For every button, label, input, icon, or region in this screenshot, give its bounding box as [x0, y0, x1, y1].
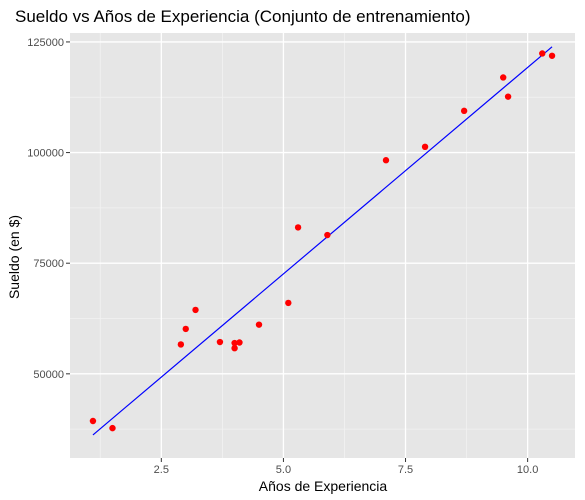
data-point [548, 52, 556, 59]
data-point [231, 344, 238, 352]
x-tick-label: 2.5 [154, 464, 169, 476]
data-point [255, 321, 263, 328]
data-point [382, 157, 390, 164]
y-tick-label: 50000 [33, 369, 64, 381]
y-axis-title: Sueldo (en $) [6, 215, 22, 299]
fit-layer [92, 46, 553, 436]
x-axis-ticks: 2.5 5.0 7.5 10.0 [154, 458, 538, 476]
x-tick-label: 10.0 [517, 464, 538, 476]
y-tick-label: 125000 [27, 37, 64, 49]
data-point [177, 341, 185, 348]
data-point [460, 107, 468, 115]
x-axis-title: Años de Experiencia [259, 478, 388, 494]
data-point [216, 338, 224, 346]
grid-major [70, 33, 575, 458]
data-point [539, 50, 546, 57]
x-tick-label: 5.0 [276, 464, 291, 476]
data-point [285, 299, 292, 307]
y-tick-label: 75000 [33, 258, 64, 270]
points-layer [89, 50, 556, 432]
y-tick-label: 100000 [27, 148, 64, 160]
regression-line [92, 46, 553, 436]
data-point [192, 306, 199, 314]
data-point [231, 339, 238, 347]
data-point [236, 339, 243, 346]
plot-panel [70, 33, 575, 458]
x-tick-label: 7.5 [398, 464, 413, 476]
data-point [504, 93, 512, 100]
y-axis-ticks: 50000 75000 100000 125000 [27, 37, 70, 381]
grid-minor [70, 33, 575, 458]
data-point [109, 424, 116, 432]
data-point [89, 417, 97, 425]
data-point [421, 143, 429, 151]
data-point [324, 231, 331, 239]
data-point [294, 224, 302, 231]
data-point [500, 74, 507, 81]
chart-title: Sueldo vs Años de Experiencia (Conjunto … [15, 7, 471, 26]
data-point [182, 325, 189, 333]
